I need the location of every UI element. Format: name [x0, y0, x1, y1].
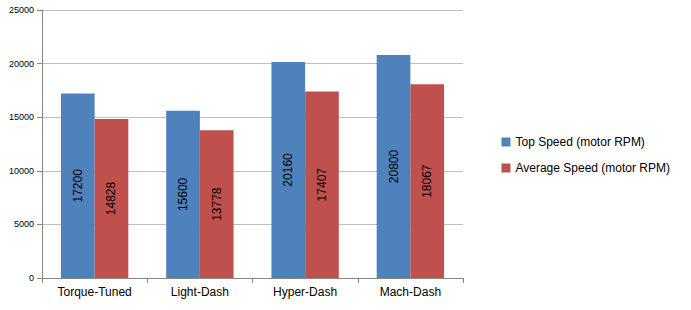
svg-text:14828: 14828 — [104, 182, 118, 216]
svg-text:Light-Dash: Light-Dash — [171, 285, 229, 299]
svg-text:Torque-Tuned: Torque-Tuned — [57, 285, 131, 299]
svg-text:25000: 25000 — [9, 5, 34, 15]
svg-text:Average Speed (motor RPM): Average Speed (motor RPM) — [515, 161, 670, 175]
svg-text:17200: 17200 — [71, 169, 85, 203]
svg-text:Hyper-Dash: Hyper-Dash — [273, 285, 337, 299]
svg-text:10000: 10000 — [9, 166, 34, 176]
svg-text:Mach-Dash: Mach-Dash — [380, 285, 441, 299]
svg-text:Top Speed (motor RPM): Top Speed (motor RPM) — [515, 135, 644, 149]
svg-text:20160: 20160 — [281, 153, 295, 187]
svg-text:17407: 17407 — [315, 168, 329, 202]
svg-text:0: 0 — [29, 273, 34, 283]
svg-text:13778: 13778 — [210, 187, 224, 221]
svg-text:15600: 15600 — [176, 177, 190, 211]
svg-text:5000: 5000 — [14, 219, 34, 229]
svg-text:20000: 20000 — [9, 59, 34, 69]
svg-text:20800: 20800 — [387, 150, 401, 184]
svg-text:15000: 15000 — [9, 112, 34, 122]
svg-text:18067: 18067 — [420, 164, 434, 198]
